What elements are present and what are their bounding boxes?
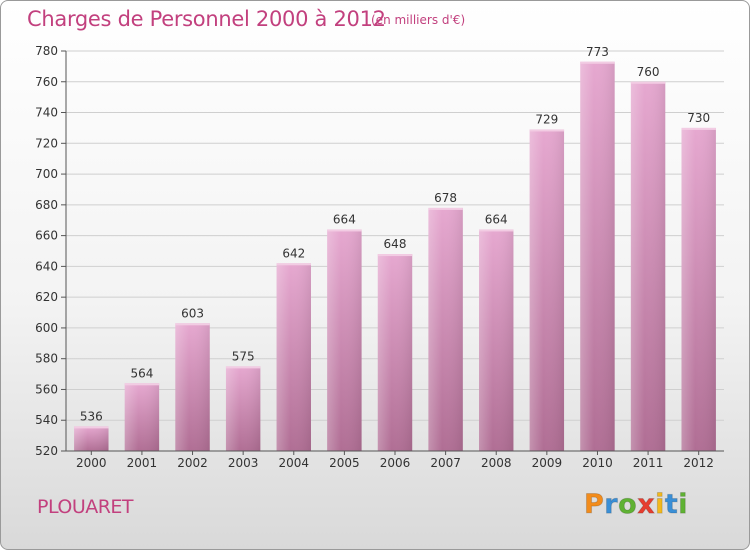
x-tick-label: 2001 [127, 456, 158, 470]
x-tick-label: 2011 [633, 456, 664, 470]
x-tick-label: 2007 [430, 456, 461, 470]
x-tick-label: 2009 [532, 456, 563, 470]
bar-top-edge [630, 81, 666, 84]
x-tick-label: 2004 [278, 456, 309, 470]
bar-top-edge [580, 61, 615, 64]
bar-shine [681, 127, 716, 451]
logo-letter: t [664, 489, 679, 521]
bar-shine [74, 426, 109, 451]
x-tick-label: 2000 [76, 456, 107, 470]
bar-value-label: 678 [434, 191, 457, 205]
y-tick-label: 680 [35, 198, 58, 212]
x-tick-label: 2012 [683, 456, 714, 470]
x-tick-label: 2006 [380, 456, 411, 470]
y-tick-label: 580 [35, 352, 58, 366]
bar-value-label: 760 [637, 65, 660, 79]
bar-shine [124, 383, 160, 451]
y-tick-label: 660 [35, 229, 58, 243]
bar-shine [580, 61, 615, 452]
bar-value-label: 536 [80, 409, 103, 423]
bar-top-edge [327, 229, 362, 232]
logo-letter: i [678, 489, 689, 521]
bar-top-edge [377, 254, 413, 257]
y-tick-label: 620 [35, 290, 58, 304]
bar-top-edge [225, 366, 261, 369]
y-tick-label: 760 [35, 75, 58, 89]
y-tick-label: 740 [35, 106, 58, 120]
logo-letter: x [637, 489, 656, 521]
bar-top-edge [681, 127, 716, 130]
bar-shine [175, 323, 210, 451]
city-name: PLOUARET [37, 496, 134, 518]
bar-shine [428, 207, 463, 451]
y-tick-label: 560 [35, 382, 58, 396]
x-tick-label: 2010 [582, 456, 613, 470]
bar-value-label: 575 [232, 349, 255, 363]
logo-letter: i [655, 489, 665, 521]
logo-letter: r [604, 489, 619, 521]
chart-subtitle: (en milliers d'€) [371, 13, 466, 27]
bar-value-label: 603 [181, 306, 204, 320]
y-tick-label: 720 [35, 136, 58, 150]
chart-title: Charges de Personnel 2000 à 2012 [27, 7, 386, 31]
bar-value-label: 648 [384, 237, 407, 251]
bar-value-label: 730 [687, 111, 710, 125]
bar-shine [529, 129, 565, 451]
y-tick-label: 520 [35, 444, 58, 458]
bar-shine [225, 366, 261, 451]
bar-value-label: 773 [586, 45, 609, 59]
bar-top-edge [479, 229, 514, 232]
bar-value-label: 642 [282, 246, 305, 260]
bar-value-label: 664 [485, 212, 508, 226]
x-tick-label: 2003 [228, 456, 259, 470]
bar-top-edge [529, 129, 565, 132]
bar-shine [630, 81, 666, 452]
logo-letter: o [618, 489, 638, 521]
bar-value-label: 564 [130, 366, 153, 380]
bar-top-edge [124, 383, 160, 386]
proxiti-logo: Proxiti [583, 489, 689, 521]
y-tick-label: 780 [35, 44, 58, 58]
x-tick-label: 2008 [481, 456, 512, 470]
x-tick-label: 2005 [329, 456, 360, 470]
bar-value-label: 729 [535, 112, 558, 126]
y-tick-label: 640 [35, 259, 58, 273]
x-tick-label: 2002 [177, 456, 208, 470]
bar-top-edge [276, 263, 311, 266]
bar-top-edge [428, 207, 463, 210]
bar-shine [377, 254, 413, 451]
bar-shine [327, 229, 362, 451]
bar-value-label: 664 [333, 212, 356, 226]
bar-shine [479, 229, 514, 451]
logo-letter: P [583, 489, 605, 521]
bar-top-edge [175, 323, 210, 326]
bar-shine [276, 263, 311, 451]
y-tick-label: 600 [35, 321, 58, 335]
y-tick-label: 540 [35, 413, 58, 427]
y-tick-label: 700 [35, 167, 58, 181]
bar-top-edge [74, 426, 109, 429]
